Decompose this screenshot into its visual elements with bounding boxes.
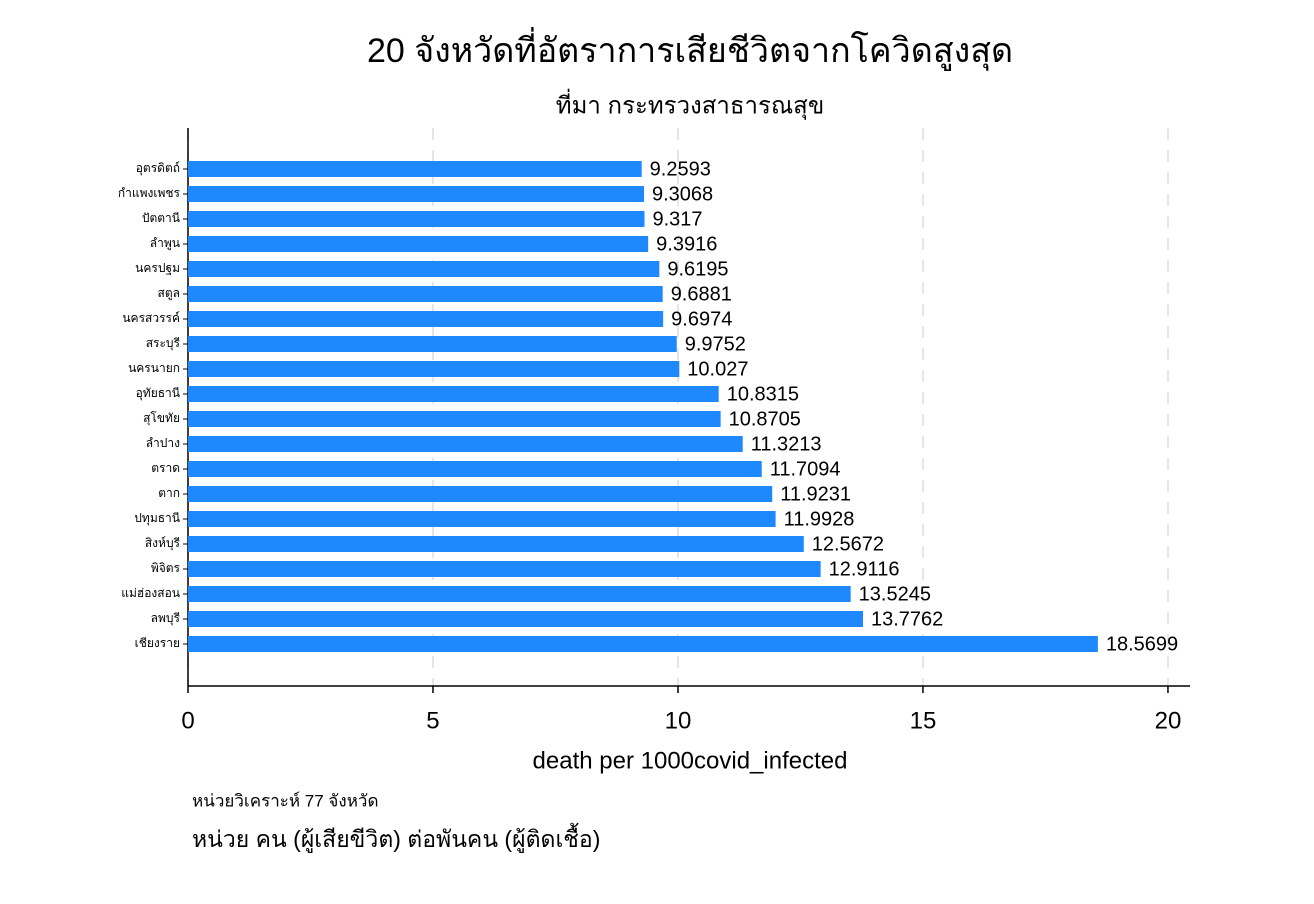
value-label: 10.027 — [687, 358, 748, 380]
value-label: 18.5699 — [1106, 633, 1178, 655]
bar — [188, 236, 649, 252]
y-tick-label: นครนายก — [128, 361, 180, 375]
note: หน่วยวิเคราะห์ 77 จังหวัด — [192, 791, 379, 810]
x-tick-label: 10 — [665, 707, 692, 734]
value-label: 9.2593 — [650, 158, 711, 180]
chart-title: 20 จังหวัดที่อัตราการเสียชีวิตจากโควิดสู… — [367, 27, 1013, 71]
note: หน่วย คน (ผู้เสียขีวิต) ต่อพันคน (ผู้ติด… — [192, 823, 600, 853]
value-label: 10.8705 — [729, 408, 801, 430]
bar — [188, 311, 664, 327]
y-tick-label: ลำพูน — [150, 236, 180, 251]
bar — [188, 286, 663, 302]
bar — [188, 186, 645, 202]
bar — [188, 611, 864, 627]
y-tick-label: สิงห์บุรี — [145, 536, 181, 551]
x-axis-label: death per 1000covid_infected — [533, 747, 848, 774]
value-label: 9.317 — [653, 208, 703, 230]
y-tick-label: อุทัยธานี — [136, 386, 180, 401]
y-tick-label: สระบุรี — [146, 336, 181, 351]
bar — [188, 636, 1098, 652]
value-label: 9.6974 — [671, 308, 732, 330]
bar — [188, 511, 776, 527]
y-tick-label: อุตรดิตถ์ — [136, 161, 180, 176]
chart-subtitle: ที่มา กระทรวงสาธารณสุข — [556, 88, 824, 120]
value-label: 11.9928 — [784, 508, 855, 530]
y-tick-label: สตูล — [158, 286, 180, 301]
value-label: 11.3213 — [751, 433, 822, 455]
y-tick-label: ตาก — [158, 486, 180, 500]
bar — [188, 561, 821, 577]
bar — [188, 386, 719, 402]
bar — [188, 486, 773, 502]
y-tick-label: ปัตตานี — [142, 211, 180, 225]
x-tick-label: 0 — [181, 707, 194, 734]
value-label: 13.7762 — [871, 608, 943, 630]
x-tick-label: 5 — [426, 707, 439, 734]
value-label: 9.3068 — [652, 183, 713, 205]
bar — [188, 261, 660, 277]
y-tick-label: ปทุมธานี — [134, 511, 180, 526]
value-label: 9.3916 — [656, 233, 717, 255]
bar — [188, 586, 851, 602]
y-tick-label: นครสวรรค์ — [122, 311, 180, 325]
value-label: 12.9116 — [829, 558, 900, 580]
bar — [188, 361, 680, 377]
bar — [188, 411, 721, 427]
value-label: 9.6195 — [667, 258, 728, 280]
x-tick-label: 15 — [910, 707, 937, 734]
x-tick-label: 20 — [1155, 707, 1182, 734]
value-label: 11.7094 — [770, 458, 841, 480]
bar — [188, 211, 645, 227]
y-tick-label: พิจิตร — [151, 561, 181, 575]
y-tick-label: แม่ฮ่องสอน — [121, 586, 180, 600]
y-tick-label: นครปฐม — [135, 261, 180, 275]
y-tick-label: เชียงราย — [135, 636, 180, 650]
bar — [188, 461, 762, 477]
y-tick-label: ตราด — [151, 461, 180, 475]
y-tick-label: ลพบุรี — [151, 611, 181, 626]
value-label: 10.8315 — [727, 383, 799, 405]
bar — [188, 536, 804, 552]
y-tick-label: สุโขทัย — [143, 411, 180, 426]
value-label: 12.5672 — [812, 533, 884, 555]
y-tick-label: กำแพงเพชร — [118, 186, 181, 200]
value-label: 9.6881 — [671, 283, 732, 305]
value-label: 13.5245 — [859, 583, 931, 605]
bar — [188, 336, 677, 352]
value-label: 9.9752 — [685, 333, 746, 355]
bar — [188, 436, 743, 452]
bar — [188, 161, 642, 177]
y-tick-label: ลำปาง — [146, 436, 180, 450]
value-label: 11.9231 — [780, 483, 851, 505]
